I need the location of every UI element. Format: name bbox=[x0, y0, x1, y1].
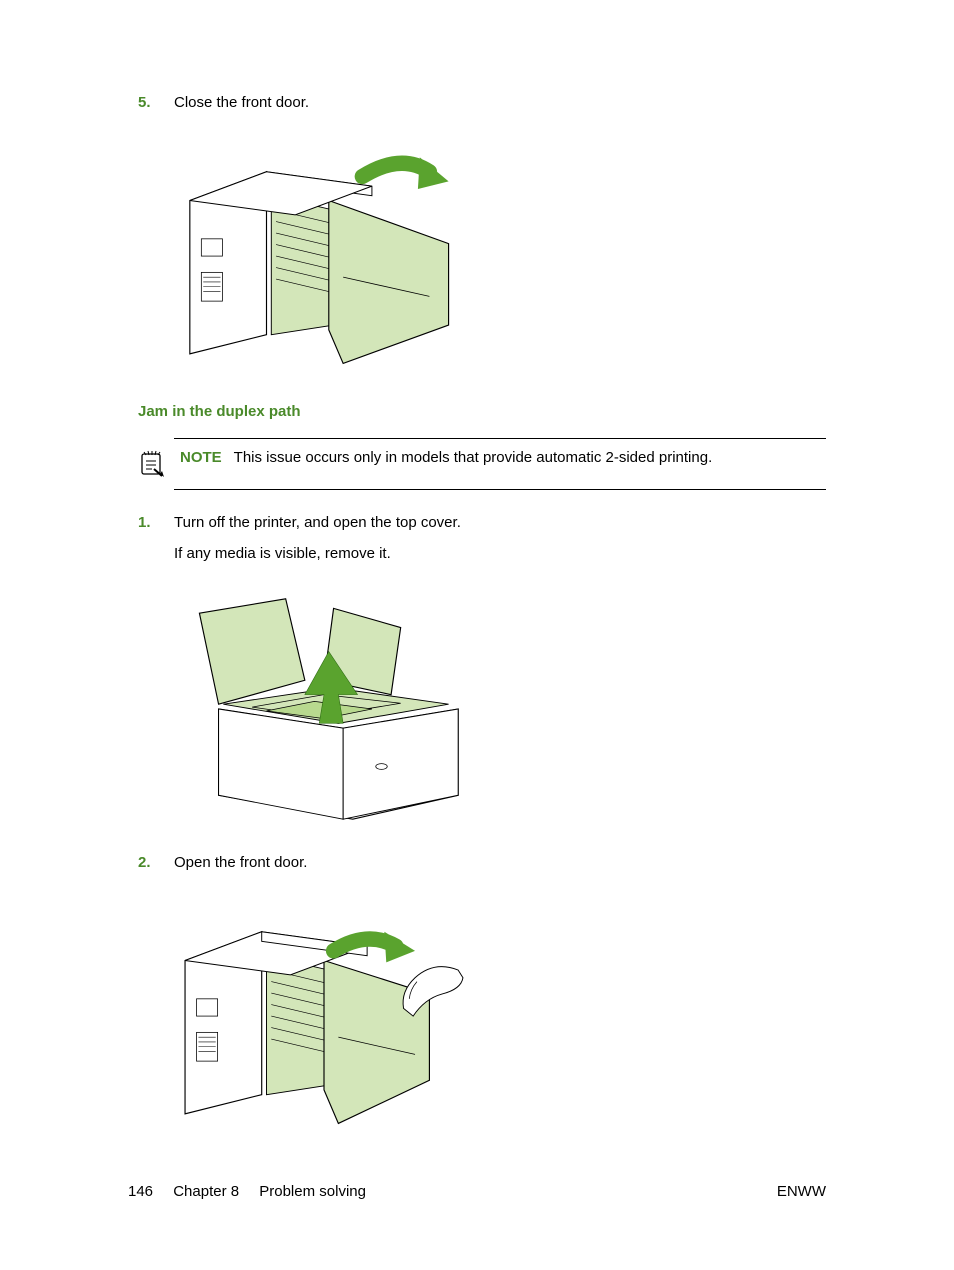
page-footer: 146 Chapter 8 Problem solving ENWW bbox=[128, 1183, 826, 1200]
figure-top-cover-open bbox=[174, 594, 474, 824]
figure-open-front-door bbox=[174, 903, 474, 1133]
step-2-number: 2. bbox=[138, 854, 174, 881]
step-2-text: Open the front door. bbox=[174, 854, 826, 871]
chapter-title: Problem solving bbox=[259, 1183, 366, 1200]
page-number: 146 bbox=[128, 1183, 153, 1200]
step-1-number: 1. bbox=[138, 514, 174, 572]
note-text: This issue occurs only in models that pr… bbox=[234, 449, 713, 466]
note-box: NOTE This issue occurs only in models tha… bbox=[174, 438, 826, 490]
figure-close-front-door bbox=[174, 143, 474, 373]
note-icon bbox=[138, 449, 166, 477]
step-5-number: 5. bbox=[138, 94, 174, 121]
step-5: 5. Close the front door. bbox=[138, 94, 826, 121]
step-5-text: Close the front door. bbox=[174, 94, 826, 111]
footer-lang: ENWW bbox=[777, 1183, 826, 1200]
section-heading: Jam in the duplex path bbox=[138, 403, 826, 420]
step-1: 1. Turn off the printer, and open the to… bbox=[138, 514, 826, 572]
note-label: NOTE bbox=[180, 449, 222, 466]
chapter-label: Chapter 8 bbox=[173, 1183, 239, 1200]
step-1-text: Turn off the printer, and open the top c… bbox=[174, 514, 826, 531]
step-2: 2. Open the front door. bbox=[138, 854, 826, 881]
step-1-text2: If any media is visible, remove it. bbox=[174, 545, 826, 562]
